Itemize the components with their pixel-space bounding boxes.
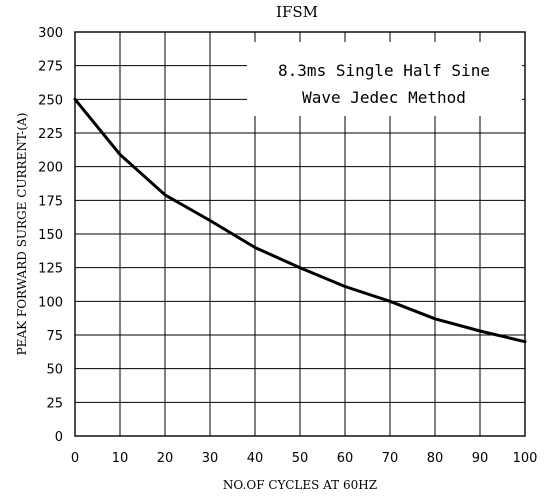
y-tick-label: 300 [38,26,63,41]
plot-frame [74,31,526,437]
x-tick-label: 90 [472,451,489,466]
x-tick-label: 60 [337,451,354,466]
x-tick-label: 0 [71,451,79,466]
x-tick-label: 20 [157,451,174,466]
y-tick-label: 75 [46,329,63,344]
y-tick-label: 150 [38,228,63,243]
annotation-background [247,42,522,116]
y-axis-label: PEAK FORWARD SURGE CURRENT-(A) [15,113,29,356]
x-axis-label: NO.OF CYCLES AT 60HZ [223,478,377,492]
y-tick-label: 0 [55,430,63,445]
x-tick-label: 100 [513,451,538,466]
y-tick-label: 175 [38,194,63,209]
y-tick-label: 275 [38,60,63,75]
y-tick-label: 100 [38,295,63,310]
series-line [73,97,527,344]
annotation-line-1: 8.3ms Single Half Sine [278,61,490,80]
x-tick-label: 50 [292,451,309,466]
chart-title: IFSM [276,3,318,21]
annotation-line-2: Wave Jedec Method [302,88,466,107]
x-tick-label: 40 [247,451,264,466]
tick-labels: 0 10 20 30 40 50 60 70 80 90 100 0 25 50 75 100 125 150 17… [38,26,537,466]
x-tick-label: 70 [382,451,399,466]
x-tick-label: 10 [112,451,129,466]
x-tick-label: 80 [427,451,444,466]
y-tick-label: 25 [46,396,63,411]
y-tick-label: 50 [46,363,63,378]
y-tick-label: 250 [38,93,63,108]
x-tick-label: 30 [202,451,219,466]
series-group [73,97,527,344]
y-tick-label: 125 [38,262,63,277]
y-tick-label: 200 [38,161,63,176]
y-tick-label: 225 [38,127,63,142]
annotation-box: 8.3ms Single Half Sine Wave Jedec Method [247,42,522,116]
